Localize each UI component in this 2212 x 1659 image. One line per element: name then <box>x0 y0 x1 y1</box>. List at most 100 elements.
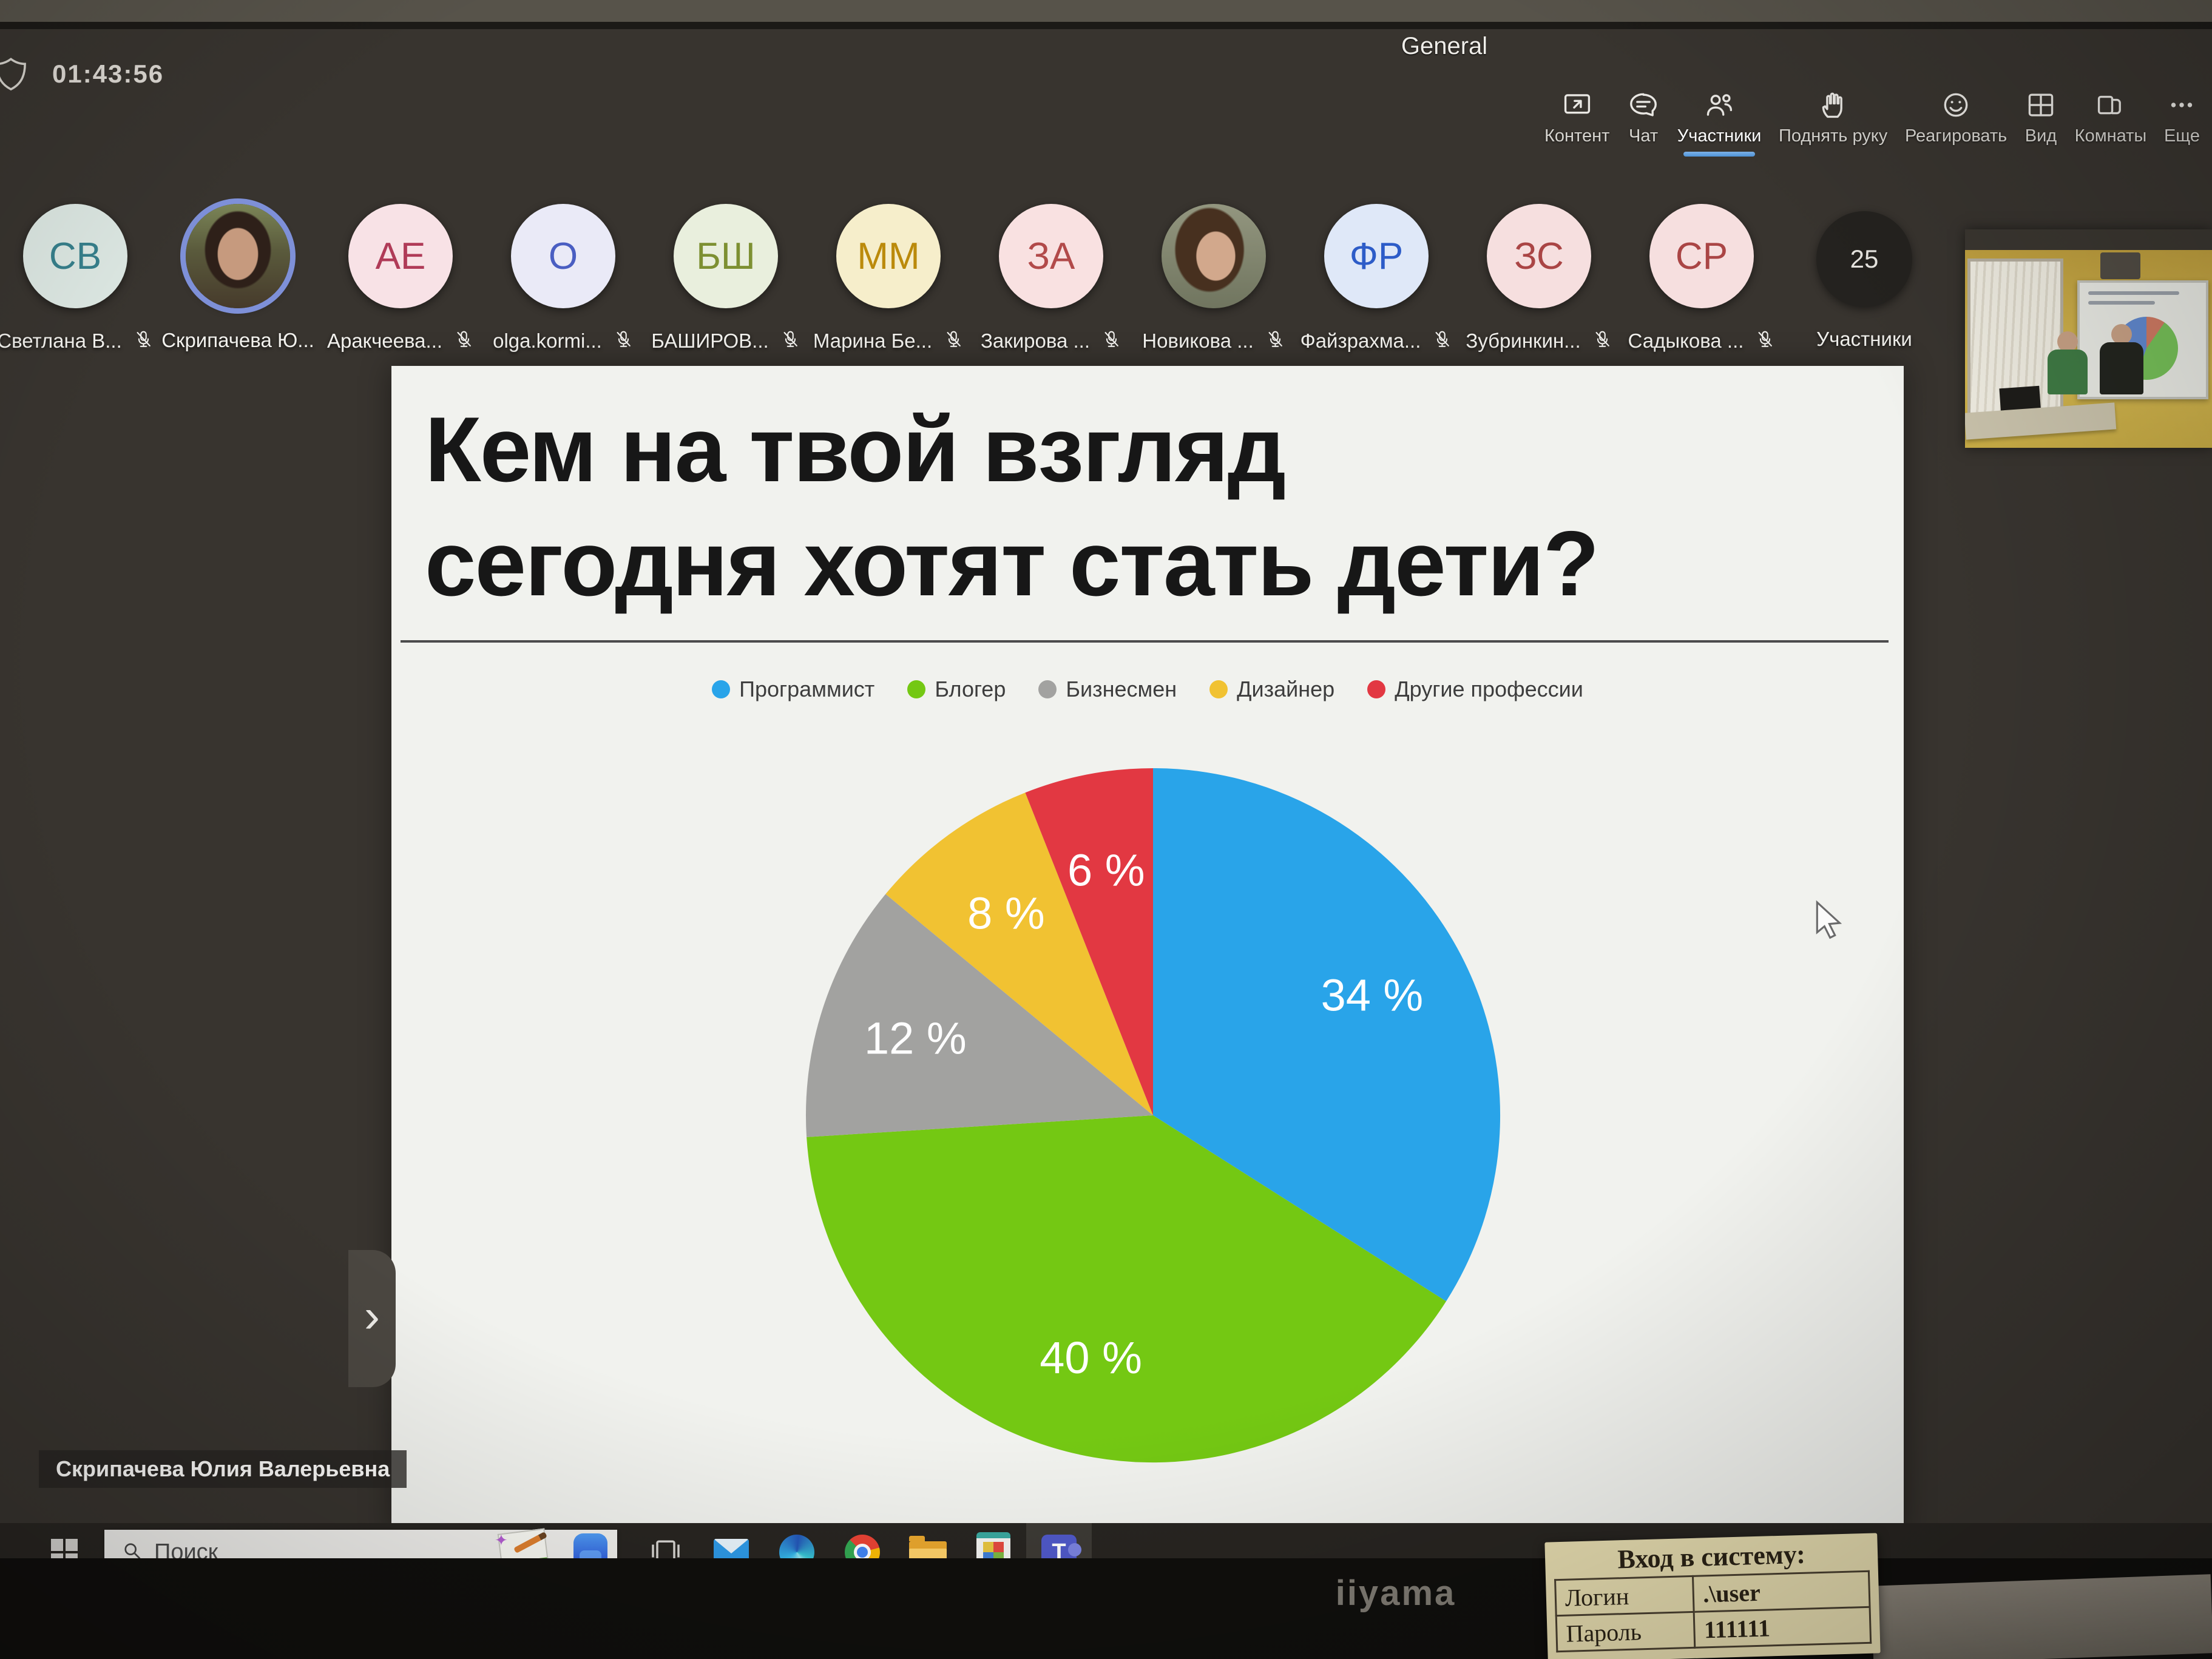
participants-count: 25 <box>1816 211 1912 307</box>
person-teacher <box>2048 331 2088 394</box>
legend-dot <box>1209 680 1228 698</box>
pie-value-label: 6 % <box>1067 845 1145 895</box>
credential-label: Логин <box>1555 1576 1694 1616</box>
avatar-initials: ММ <box>836 204 941 308</box>
legend-label: Блогер <box>935 677 1006 701</box>
participant-tile[interactable]: Новикова ... <box>1132 204 1295 353</box>
participant-name: Садыкова ... <box>1628 329 1744 352</box>
credential-value: .\user <box>1693 1571 1870 1612</box>
mic-off-icon <box>1432 329 1452 353</box>
mic-off-icon <box>133 329 154 353</box>
toolbar-label: Еще <box>2163 126 2200 146</box>
participant-tile[interactable]: ЗС Зубринкин... <box>1458 204 1620 353</box>
participant-name: olga.kormi... <box>493 329 602 352</box>
participant-name: Файзрахма... <box>1300 329 1421 352</box>
participant-name: Светлана В... <box>0 329 122 352</box>
participant-tile[interactable]: ФР Файзрахма... <box>1295 204 1458 353</box>
expand-panel-button[interactable]: › <box>348 1250 396 1387</box>
toolbar-react[interactable]: Реагировать <box>1905 89 2007 146</box>
slide-title: Кем на твой взгляд сегодня хотят стать д… <box>425 398 1599 616</box>
mic-off-icon <box>780 329 800 353</box>
credential-value: 111111 <box>1694 1607 1871 1648</box>
mic-off-icon <box>1265 329 1285 353</box>
share-screen-icon <box>1561 89 1594 121</box>
legend-dot <box>1038 680 1057 698</box>
toolbar-content[interactable]: Контент <box>1544 89 1609 146</box>
legend-label: Дизайнер <box>1237 677 1335 701</box>
avatar-initials: ЗС <box>1487 204 1591 308</box>
avatar-initials: ФР <box>1324 204 1429 308</box>
legend-item: Блогер <box>907 677 1006 702</box>
toolbar-view[interactable]: Вид <box>2024 89 2057 146</box>
participant-tile[interactable]: Скрипачева Ю... <box>157 204 319 353</box>
mic-off-icon <box>1592 329 1612 353</box>
legend-label: Другие профессии <box>1395 677 1583 701</box>
title-divider <box>401 640 1889 643</box>
participant-name: Новикова ... <box>1142 329 1254 352</box>
participant-tile[interactable]: БШ БАШИРОВ... <box>644 204 807 353</box>
participant-name: Марина Бе... <box>813 329 933 352</box>
toolbar-participants[interactable]: Участники <box>1677 89 1762 157</box>
legend-item: Другие профессии <box>1367 677 1583 702</box>
participant-name: Аракчеева... <box>326 329 443 352</box>
toolbar-label: Комнаты <box>2074 126 2147 146</box>
meeting-toolbar: Контент Чат Участники Поднять руку Реаги… <box>1544 89 2200 157</box>
chat-icon <box>1627 89 1660 121</box>
pie-value-label: 12 % <box>864 1013 967 1064</box>
avatar-initials: ЗА <box>999 204 1103 308</box>
participant-tile[interactable]: СР Садыкова ... <box>1620 204 1783 353</box>
toolbar-rooms[interactable]: Комнаты <box>2074 89 2147 146</box>
pie-slice-Другие профессии <box>1025 768 1153 1115</box>
participant-name: Зубринкин... <box>1466 329 1581 352</box>
desk-surface <box>1870 1574 2212 1659</box>
presenter-name-overlay: Скрипачева Юлия Валерьевна <box>39 1450 407 1488</box>
rooms-icon <box>2094 89 2127 121</box>
toolbar-more[interactable]: Еще <box>2164 89 2200 146</box>
participant-tile[interactable]: АЕ Аракчеева... <box>319 204 482 353</box>
grid-icon <box>2024 89 2057 121</box>
legend-dot <box>907 680 926 698</box>
login-sticky-note: Вход в систему: Логин .\user Пароль 11111… <box>1544 1533 1881 1659</box>
active-tab-underline <box>1683 152 1756 157</box>
toolbar-chat[interactable]: Чат <box>1627 89 1660 146</box>
avatar-initials: О <box>511 204 615 308</box>
meeting-room-title: General <box>1401 33 1488 59</box>
toolbar-label: Реагировать <box>1904 126 2007 146</box>
hand-icon <box>1817 89 1850 121</box>
avatar-initials: СР <box>1649 204 1754 308</box>
participants-count-tile[interactable]: 25 Участники <box>1783 204 1946 353</box>
participant-tile[interactable]: СВ Светлана В... <box>0 204 157 353</box>
legend-label: Бизнесмен <box>1066 677 1177 701</box>
pie-chart: 34 % 40 % 12 % 8 % 6 % <box>795 757 1511 1473</box>
mail-app[interactable] <box>698 1523 764 1581</box>
participants-count-label: Участники <box>1816 328 1912 350</box>
toolbar-label: Контент <box>1544 126 1610 146</box>
toolbar-label: Чат <box>1629 126 1659 146</box>
mic-off-icon <box>613 329 634 353</box>
smiley-icon <box>1940 89 1972 121</box>
mic-off-icon <box>1754 329 1775 353</box>
search-icon <box>121 1540 143 1565</box>
toolbar-raise-hand[interactable]: Поднять руку <box>1779 89 1887 146</box>
toolbar-label: Участники <box>1677 126 1762 146</box>
people-icon <box>1703 89 1736 121</box>
pie-slice-Бизнесмен <box>805 894 1153 1137</box>
participant-tile[interactable]: ЗА Закирова ... <box>970 204 1132 353</box>
legend-dot <box>712 680 731 698</box>
classroom-video-tile[interactable] <box>1965 229 2212 448</box>
mic-off-icon <box>943 329 964 353</box>
participant-tile[interactable]: О olga.kormi... <box>482 204 644 353</box>
participant-name: Скрипачева Ю... <box>161 329 314 351</box>
legend-label: Программист <box>739 677 875 701</box>
pie-value-label: 40 % <box>1040 1333 1142 1383</box>
meeting-timer: 01:43:56 <box>52 59 164 88</box>
credential-label: Пароль <box>1556 1612 1696 1652</box>
mail-icon <box>714 1539 749 1566</box>
pie-slice-Программист <box>1153 768 1501 1302</box>
shield-icon <box>0 53 30 97</box>
avatar-initials: БШ <box>674 204 778 308</box>
sticky-note-heading: Вход в систему: <box>1617 1539 1806 1575</box>
mic-off-icon <box>1101 329 1121 353</box>
participant-tile[interactable]: ММ Марина Бе... <box>807 204 970 353</box>
monitor-bezel-top <box>0 22 2212 29</box>
